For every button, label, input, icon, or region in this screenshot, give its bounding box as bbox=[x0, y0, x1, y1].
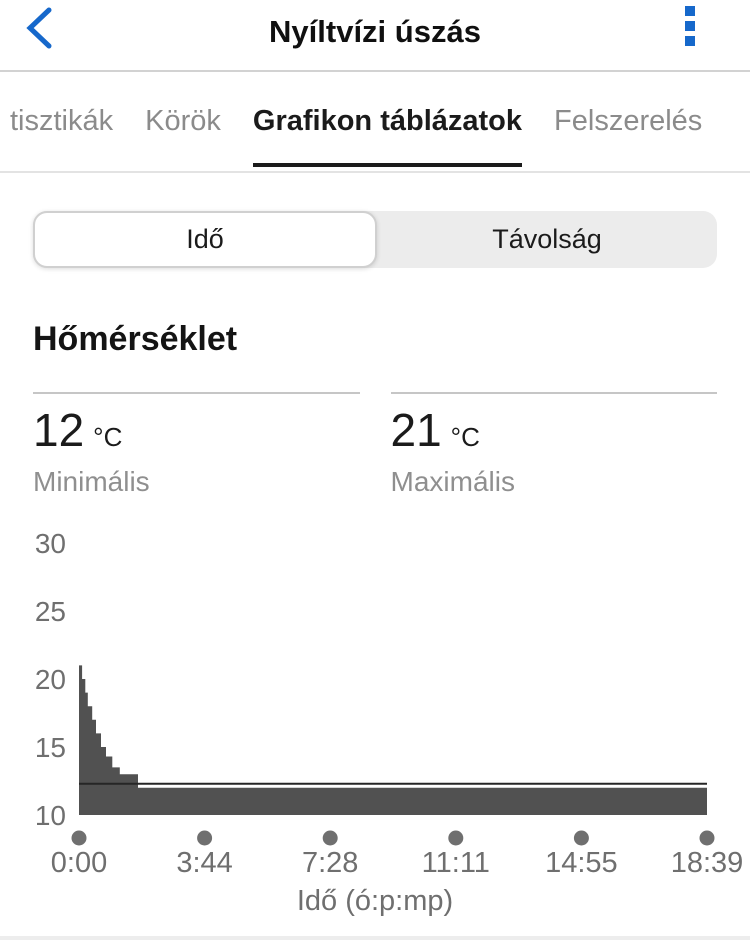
x-axis-tick-label: 11:11 bbox=[422, 847, 490, 879]
bottom-divider bbox=[0, 936, 750, 940]
x-axis-title: Idő (ó:p:mp) bbox=[297, 885, 453, 917]
page-title: Nyíltvízi úszás bbox=[269, 14, 481, 49]
tab-bar: tisztikák Körök Grafikon táblázatok Fels… bbox=[0, 72, 750, 173]
tab-statistics[interactable]: tisztikák bbox=[10, 105, 114, 137]
stat-min-label: Minimális bbox=[33, 466, 150, 497]
x-axis-tick-dot bbox=[71, 830, 87, 846]
stat-max: 21 °C Maximális bbox=[390, 392, 717, 498]
x-axis-tick-label: 3:44 bbox=[176, 847, 232, 879]
tab-chart-tables[interactable]: Grafikon táblázatok bbox=[252, 72, 523, 171]
stat-min: 12 °C Minimális bbox=[33, 392, 360, 498]
stat-min-value: 12 °C bbox=[33, 404, 123, 456]
section-title: Hőmérséklet bbox=[33, 320, 238, 358]
x-axis-tick-dot bbox=[699, 830, 715, 846]
segment-time[interactable]: Idő bbox=[33, 211, 377, 268]
x-axis-tick-label: 7:28 bbox=[302, 847, 358, 879]
header: Nyíltvízi úszás bbox=[0, 0, 750, 72]
x-axis-tick-label: 0:00 bbox=[51, 847, 107, 879]
y-axis-tick-label: 25 bbox=[35, 596, 66, 627]
back-button[interactable] bbox=[18, 4, 62, 52]
stat-max-unit: °C bbox=[450, 422, 480, 452]
stat-min-unit: °C bbox=[93, 422, 123, 452]
y-axis-tick-label: 30 bbox=[35, 528, 66, 559]
tab-laps[interactable]: Körök bbox=[145, 105, 221, 137]
x-axis-tick-dot bbox=[448, 830, 464, 846]
stat-max-value: 21 °C bbox=[390, 404, 480, 456]
kebab-menu-icon bbox=[685, 6, 695, 46]
chevron-left-icon bbox=[26, 7, 52, 49]
temperature-area-series bbox=[79, 665, 707, 815]
x-axis-tick-dot bbox=[197, 830, 213, 846]
segmented-control: Idő Távolság bbox=[33, 211, 717, 268]
y-axis-tick-label: 15 bbox=[35, 732, 66, 763]
y-axis-tick-label: 20 bbox=[35, 664, 66, 695]
tab-gear[interactable]: Felszerelés bbox=[554, 105, 703, 137]
stat-max-label: Maximális bbox=[390, 466, 515, 497]
x-axis-tick-label: 14:55 bbox=[545, 847, 618, 879]
segment-distance[interactable]: Távolság bbox=[492, 224, 602, 254]
x-axis-tick-dot bbox=[322, 830, 338, 846]
overflow-menu-button[interactable] bbox=[678, 6, 702, 52]
x-axis-tick-label: 18:39 bbox=[671, 847, 744, 879]
x-axis-tick-dot bbox=[573, 830, 589, 846]
stats-row: 12 °C Minimális 21 °C Maximális bbox=[33, 392, 717, 498]
temperature-chart: 10 15 20 25 30 0:00 3:44 7:28 11:11 14:55 18:39 Idő… bbox=[35, 528, 744, 917]
y-axis-tick-label: 10 bbox=[35, 800, 66, 831]
